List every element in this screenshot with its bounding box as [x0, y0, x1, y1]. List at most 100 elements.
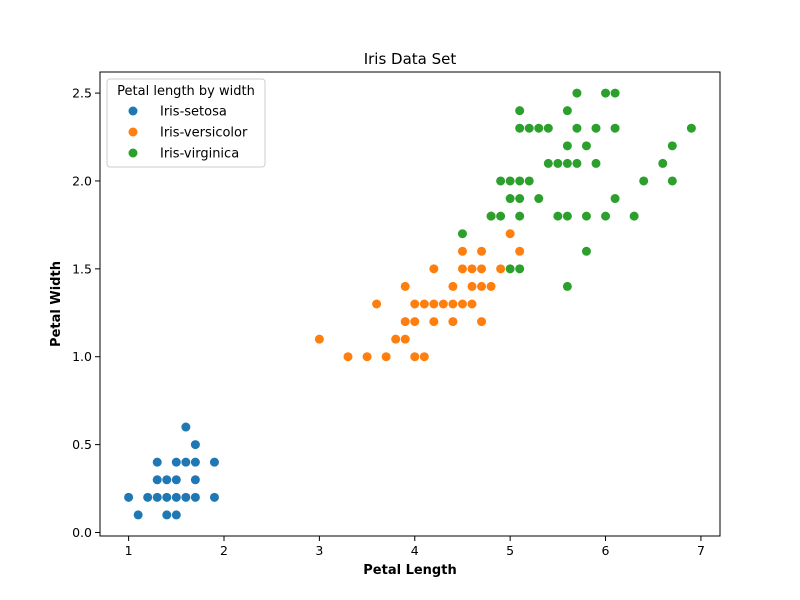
data-point [362, 352, 372, 362]
y-tick-label: 1.5 [72, 261, 92, 276]
data-point [477, 264, 487, 274]
data-point [190, 440, 200, 450]
y-tick-label: 1.0 [72, 349, 92, 364]
data-point [639, 176, 649, 186]
data-point [190, 457, 200, 467]
data-point [515, 264, 525, 274]
data-point [448, 281, 458, 291]
legend-marker [128, 148, 138, 158]
data-point [496, 211, 506, 221]
y-axis-ticks: 0.0 0.5 1.0 1.5 2.0 2.5 [72, 86, 100, 540]
y-axis-label: Petal Width [49, 261, 64, 347]
data-point [477, 281, 487, 291]
data-point [152, 492, 162, 502]
legend-label: Iris-setosa [160, 105, 227, 120]
legend-label: Iris-virginica [160, 147, 239, 162]
y-tick-label: 0.0 [72, 525, 92, 540]
data-point [467, 264, 477, 274]
data-point [601, 211, 611, 221]
data-point [381, 352, 391, 362]
y-tick-label: 0.5 [72, 437, 92, 452]
data-point [477, 246, 487, 256]
data-point [457, 264, 467, 274]
data-point [562, 141, 572, 151]
data-point [400, 317, 410, 327]
data-point [457, 299, 467, 309]
x-tick-label: 1 [125, 543, 133, 558]
data-point [133, 510, 143, 520]
data-point [190, 475, 200, 485]
data-point [591, 158, 601, 168]
legend-marker [128, 127, 138, 137]
x-tick-label: 5 [506, 543, 514, 558]
data-point [534, 194, 544, 204]
data-point [515, 123, 525, 133]
data-point [410, 352, 420, 362]
data-point [171, 457, 181, 467]
data-point [419, 352, 429, 362]
data-point [162, 510, 172, 520]
series-iris-setosa [124, 422, 219, 520]
data-point [467, 299, 477, 309]
data-point [572, 123, 582, 133]
data-point [505, 194, 515, 204]
legend-marker [128, 106, 138, 116]
data-point [152, 457, 162, 467]
data-point [429, 299, 439, 309]
data-point [190, 492, 200, 502]
data-point [171, 492, 181, 502]
data-point [314, 334, 324, 344]
data-point [143, 492, 153, 502]
data-point [515, 176, 525, 186]
x-tick-label: 6 [602, 543, 610, 558]
data-point [209, 492, 219, 502]
data-point [524, 123, 534, 133]
data-point [515, 194, 525, 204]
data-point [162, 475, 172, 485]
data-point [515, 211, 525, 221]
data-point [581, 141, 591, 151]
data-point [562, 281, 572, 291]
data-point [448, 299, 458, 309]
data-point [429, 264, 439, 274]
data-point [667, 176, 677, 186]
data-point [152, 475, 162, 485]
data-point [610, 194, 620, 204]
data-point [686, 123, 696, 133]
data-point [171, 510, 181, 520]
x-axis-ticks: 1 2 3 4 5 6 7 [125, 536, 705, 558]
data-point [553, 211, 563, 221]
data-point [372, 299, 382, 309]
data-point [667, 141, 677, 151]
data-point [467, 281, 477, 291]
axes-frame [99, 71, 721, 537]
data-point [486, 281, 496, 291]
data-point [496, 264, 506, 274]
data-point [124, 492, 134, 502]
data-point [209, 457, 219, 467]
y-tick-label: 2.0 [72, 173, 92, 188]
data-point [610, 88, 620, 98]
y-tick-label: 2.5 [72, 86, 92, 101]
data-point [419, 299, 429, 309]
data-point [391, 334, 401, 344]
data-point [429, 317, 439, 327]
data-point [400, 334, 410, 344]
x-tick-label: 2 [220, 543, 228, 558]
data-point [486, 211, 496, 221]
legend-label: Iris-versicolor [160, 126, 248, 141]
data-point [400, 281, 410, 291]
data-point [572, 158, 582, 168]
data-point [562, 106, 572, 116]
data-point [543, 158, 553, 168]
data-point [505, 264, 515, 274]
data-point [410, 299, 420, 309]
data-point [562, 158, 572, 168]
x-tick-label: 7 [697, 543, 705, 558]
data-point [601, 88, 611, 98]
data-point [658, 158, 668, 168]
data-point [581, 246, 591, 256]
chart-title: Iris Data Set [364, 50, 457, 68]
data-point [534, 123, 544, 133]
